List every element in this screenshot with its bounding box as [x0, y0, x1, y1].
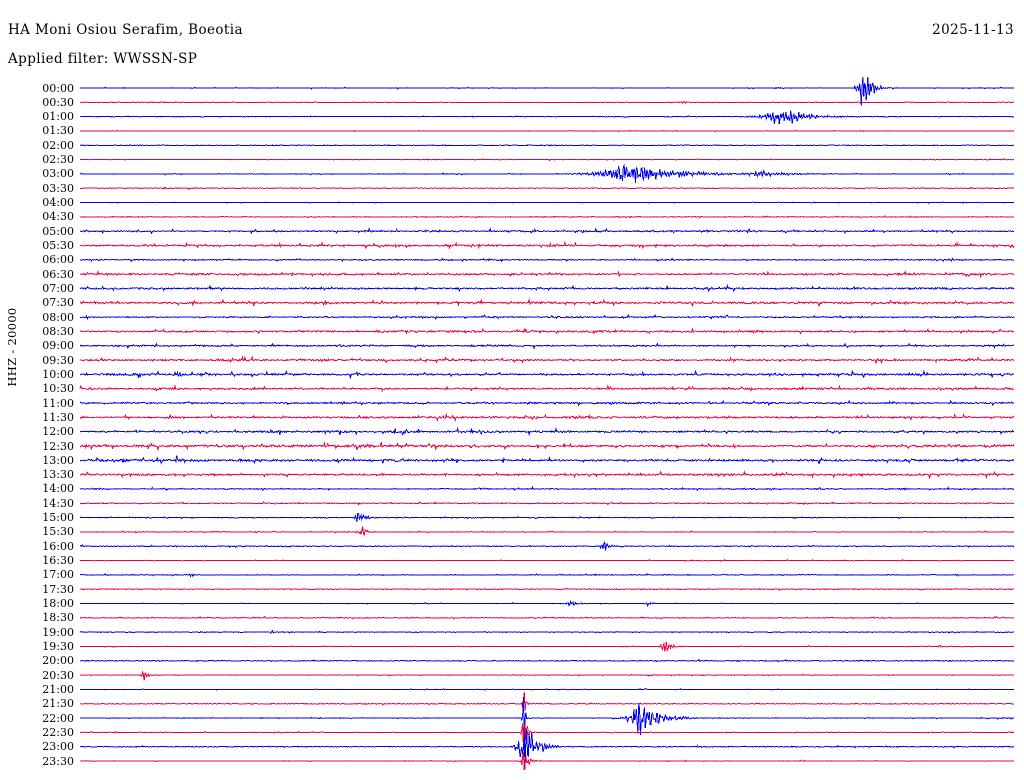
- trace-row: [80, 100, 1015, 105]
- trace-row: [79, 355, 1015, 365]
- trace-row: [79, 257, 1015, 263]
- trace-row: [79, 469, 1015, 480]
- trace-row: [79, 110, 1015, 125]
- trace-row: [79, 412, 1015, 422]
- trace-row: [79, 752, 1015, 770]
- trace-row: [80, 670, 1015, 681]
- page-title: HA Moni Osiou Serafim, Boeotia: [8, 22, 243, 38]
- trace-row: [79, 269, 1015, 279]
- trace-row: [79, 384, 1015, 393]
- trace-row: [79, 587, 1015, 591]
- trace-row: [79, 526, 1015, 537]
- trace-row: [79, 284, 1015, 293]
- trace-row: [79, 144, 1015, 147]
- trace-row: [79, 573, 1015, 578]
- trace-row: [79, 687, 1015, 691]
- trace-row: [79, 512, 1015, 523]
- trace-row: [79, 729, 1015, 770]
- trace-row: [79, 696, 1015, 740]
- date-label: 2025-11-13: [932, 22, 1014, 38]
- trace-row: [79, 723, 1015, 748]
- trace-row: [79, 129, 1015, 133]
- trace-row: [79, 158, 1015, 162]
- trace-row: [79, 558, 1015, 562]
- trace-row: [79, 441, 1015, 452]
- trace-row: [79, 500, 1015, 506]
- trace-row: [79, 227, 1015, 235]
- trace-row: [79, 658, 1015, 663]
- trace-row: [79, 201, 1015, 204]
- trace-row: [79, 215, 1015, 219]
- filter-label: Applied filter: WWSSN-SP: [8, 51, 198, 67]
- trace-row: [79, 163, 1015, 183]
- trace-row: [79, 240, 1015, 250]
- trace-row: [79, 615, 1015, 620]
- trace-row: [79, 455, 1015, 465]
- trace-row: [79, 427, 1015, 437]
- trace-row: [79, 629, 1015, 635]
- trace-row: [79, 692, 1015, 711]
- trace-row: [79, 76, 1015, 106]
- trace-row: [79, 327, 1015, 336]
- trace-row: [79, 540, 1015, 551]
- trace-row: [79, 599, 1015, 608]
- trace-row: [79, 641, 1015, 652]
- trace-row: [79, 485, 1015, 492]
- trace-row: [79, 186, 1015, 191]
- trace-row: [79, 298, 1015, 308]
- trace-row: [79, 399, 1015, 407]
- trace-row: [79, 313, 1015, 321]
- trace-row: [79, 342, 1014, 350]
- trace-row: [79, 369, 1015, 380]
